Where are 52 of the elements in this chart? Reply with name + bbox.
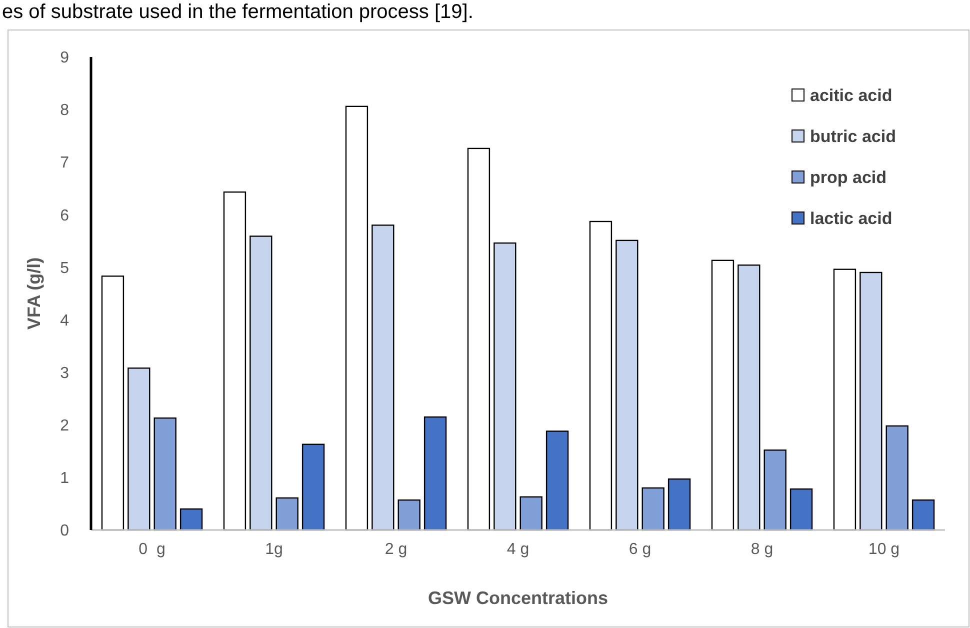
x-axis-title: GSW Concentrations [428,588,608,608]
x-tick-label: 2 g [384,541,408,558]
y-tick-label: 7 [60,154,70,172]
bar [154,417,176,531]
y-axis-title: VFA (g/l) [24,257,44,330]
bar [345,106,368,531]
legend-label: butric acid [810,126,896,146]
x-tick-label: 8 g [750,541,774,558]
bar [494,242,516,531]
y-tick-label: 1 [60,470,70,488]
legend-label: prop acid [810,168,887,187]
bar [101,276,124,531]
bar [711,260,734,531]
text: es of substrate used in the fermentation process [19]. [2,1,474,23]
x-tick-label: 6 g [628,541,652,558]
bar [738,264,760,531]
bar [424,416,447,531]
bar [886,425,908,531]
bar [467,148,490,531]
bar [128,368,150,531]
y-tick-label: 2 [60,417,70,434]
bar [302,444,325,531]
bar [764,450,786,531]
x-tick-label: 10 g [868,541,900,558]
bar [398,499,420,531]
bar [589,220,612,531]
y-tick-label: 3 [60,364,70,382]
y-tick-label: 4 [60,312,70,330]
bar [180,508,203,531]
legend-label: lactic acid [810,208,892,228]
y-tick-label: 5 [60,260,70,277]
bar [912,499,935,531]
bar [520,496,542,531]
bar [546,430,569,531]
bar [616,240,638,531]
x-tick-label: 1g [265,541,283,558]
bar [223,191,246,531]
y-tick-label: 8 [60,102,70,120]
bar [668,478,691,531]
legend-label: acitic acid [810,86,892,105]
bar [642,487,664,531]
y-tick-label: 0 [60,522,70,540]
bar [860,272,882,531]
bar [790,488,813,531]
bar [833,268,856,531]
bar [372,224,394,531]
bar [250,236,272,531]
bar [276,497,298,531]
y-tick-label: 9 [60,50,70,67]
y-tick-label: 6 [60,207,70,224]
x-tick-label: 0 g [138,541,166,558]
x-tick-label: 4 g [506,541,530,558]
